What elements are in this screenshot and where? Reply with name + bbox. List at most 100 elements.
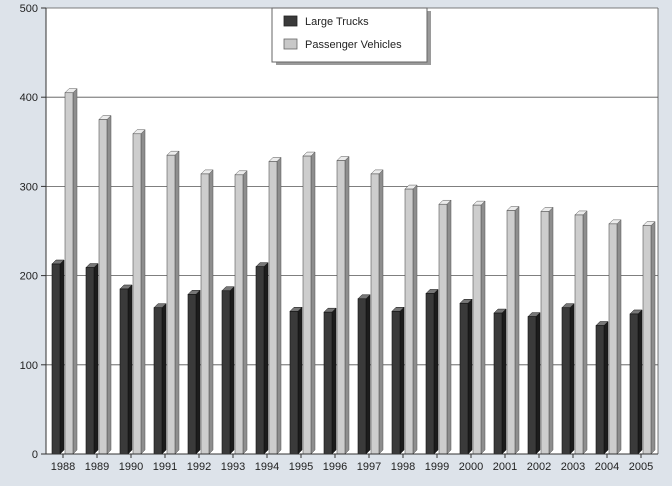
bar-side bbox=[603, 320, 609, 455]
bar-front bbox=[527, 316, 537, 455]
bar-front bbox=[595, 325, 605, 455]
bar-front bbox=[391, 310, 401, 455]
y-tick-label: 0 bbox=[32, 449, 38, 461]
bar-side bbox=[310, 151, 316, 455]
legend-label-large-trucks: Large Trucks bbox=[305, 16, 369, 28]
bar-front bbox=[493, 312, 503, 455]
legend-swatch-passenger-vehicles bbox=[283, 38, 298, 50]
bar-passenger-vehicles-1991 bbox=[166, 150, 180, 455]
x-tick-label: 2002 bbox=[527, 461, 551, 473]
bar-side bbox=[501, 308, 507, 455]
bar-large-trucks-1992 bbox=[187, 289, 201, 455]
bar-side bbox=[399, 306, 405, 455]
bar-side bbox=[650, 221, 656, 455]
bar-large-trucks-1994 bbox=[255, 262, 269, 455]
legend: Large Trucks Passenger Vehicles bbox=[271, 7, 431, 65]
x-tick-label: 1992 bbox=[187, 461, 211, 473]
bar-side bbox=[276, 156, 282, 455]
bar-front bbox=[540, 211, 550, 455]
bar-large-trucks-1998 bbox=[391, 306, 405, 455]
bar-side bbox=[140, 129, 146, 455]
y-tick-label: 300 bbox=[20, 181, 38, 193]
bar-side bbox=[480, 200, 486, 455]
bar-front bbox=[336, 160, 346, 455]
bar-large-trucks-1989 bbox=[85, 262, 99, 455]
bar-side bbox=[297, 306, 303, 455]
bar-side bbox=[467, 298, 473, 455]
bar-front bbox=[221, 290, 231, 455]
bar-front bbox=[629, 313, 639, 455]
bar-passenger-vehicles-1992 bbox=[200, 169, 214, 455]
bar-side bbox=[344, 155, 350, 455]
bar-front bbox=[119, 288, 129, 455]
x-tick-label: 1990 bbox=[119, 461, 143, 473]
legend-swatch-large-trucks bbox=[283, 15, 298, 27]
bar-front bbox=[64, 92, 74, 455]
bar-side bbox=[365, 294, 371, 455]
x-tick-label: 2005 bbox=[629, 461, 653, 473]
bar-front bbox=[289, 310, 299, 455]
y-tick-label: 100 bbox=[20, 360, 38, 372]
bar-passenger-vehicles-2000 bbox=[472, 200, 486, 455]
bars bbox=[51, 88, 656, 455]
legend-box bbox=[271, 7, 428, 63]
bar-front bbox=[153, 307, 163, 455]
bar-front bbox=[166, 154, 176, 455]
x-tick-label: 1995 bbox=[289, 461, 313, 473]
bar-side bbox=[127, 284, 133, 455]
bar-large-trucks-1999 bbox=[425, 288, 439, 455]
bar-side bbox=[242, 170, 248, 455]
bar-side bbox=[412, 184, 418, 455]
x-tick-label: 2003 bbox=[561, 461, 585, 473]
x-tick-label: 2001 bbox=[493, 461, 517, 473]
bar-passenger-vehicles-2002 bbox=[540, 206, 554, 455]
bar-side bbox=[195, 289, 201, 455]
bar-side bbox=[637, 309, 643, 455]
bar-front bbox=[255, 266, 265, 455]
bar-front bbox=[438, 203, 448, 455]
bar-large-trucks-2004 bbox=[595, 320, 609, 455]
y-tick-label: 400 bbox=[20, 92, 38, 104]
bar-front bbox=[642, 225, 652, 455]
x-tick-label: 1988 bbox=[51, 461, 75, 473]
bar-side bbox=[569, 303, 575, 455]
bar-side bbox=[93, 262, 99, 455]
bar-side bbox=[208, 169, 214, 455]
bar-side bbox=[535, 312, 541, 455]
x-tick-label: 1999 bbox=[425, 461, 449, 473]
bar-passenger-vehicles-1997 bbox=[370, 169, 384, 455]
bar-front bbox=[85, 267, 95, 455]
bar-passenger-vehicles-2004 bbox=[608, 219, 622, 455]
gridlines bbox=[46, 7, 659, 454]
bar-side bbox=[229, 286, 235, 455]
bar-front bbox=[506, 210, 516, 455]
bar-front bbox=[370, 173, 380, 455]
x-tick-label: 2000 bbox=[459, 461, 483, 473]
bar-side bbox=[174, 150, 180, 455]
bar-front bbox=[425, 293, 435, 455]
bar-large-trucks-1988 bbox=[51, 259, 65, 455]
bar-large-trucks-1996 bbox=[323, 307, 337, 455]
bar-large-trucks-1993 bbox=[221, 286, 235, 455]
y-axis: 0 100 200 300 400 500 bbox=[20, 3, 47, 461]
bar-passenger-vehicles-2003 bbox=[574, 210, 588, 455]
bar-large-trucks-2001 bbox=[493, 308, 507, 455]
bar-front bbox=[302, 155, 312, 455]
bar-front bbox=[472, 204, 482, 455]
bar-side bbox=[106, 114, 112, 455]
bar-side bbox=[263, 262, 269, 455]
bar-front bbox=[561, 307, 571, 455]
bar-passenger-vehicles-2005 bbox=[642, 221, 656, 455]
x-tick-label: 2004 bbox=[595, 461, 619, 473]
bar-large-trucks-1995 bbox=[289, 306, 303, 455]
bar-side bbox=[59, 259, 65, 455]
bar-passenger-vehicles-1996 bbox=[336, 155, 350, 455]
bar-large-trucks-2000 bbox=[459, 298, 473, 455]
bar-large-trucks-2002 bbox=[527, 312, 541, 455]
x-axis: 1988 1989 1990 1991 1992 1993 1994 1995 1996 1997… bbox=[46, 453, 658, 473]
bar-front bbox=[357, 298, 367, 455]
bar-passenger-vehicles-1993 bbox=[234, 170, 248, 455]
bar-passenger-vehicles-1995 bbox=[302, 151, 316, 455]
bar-side bbox=[514, 205, 520, 455]
